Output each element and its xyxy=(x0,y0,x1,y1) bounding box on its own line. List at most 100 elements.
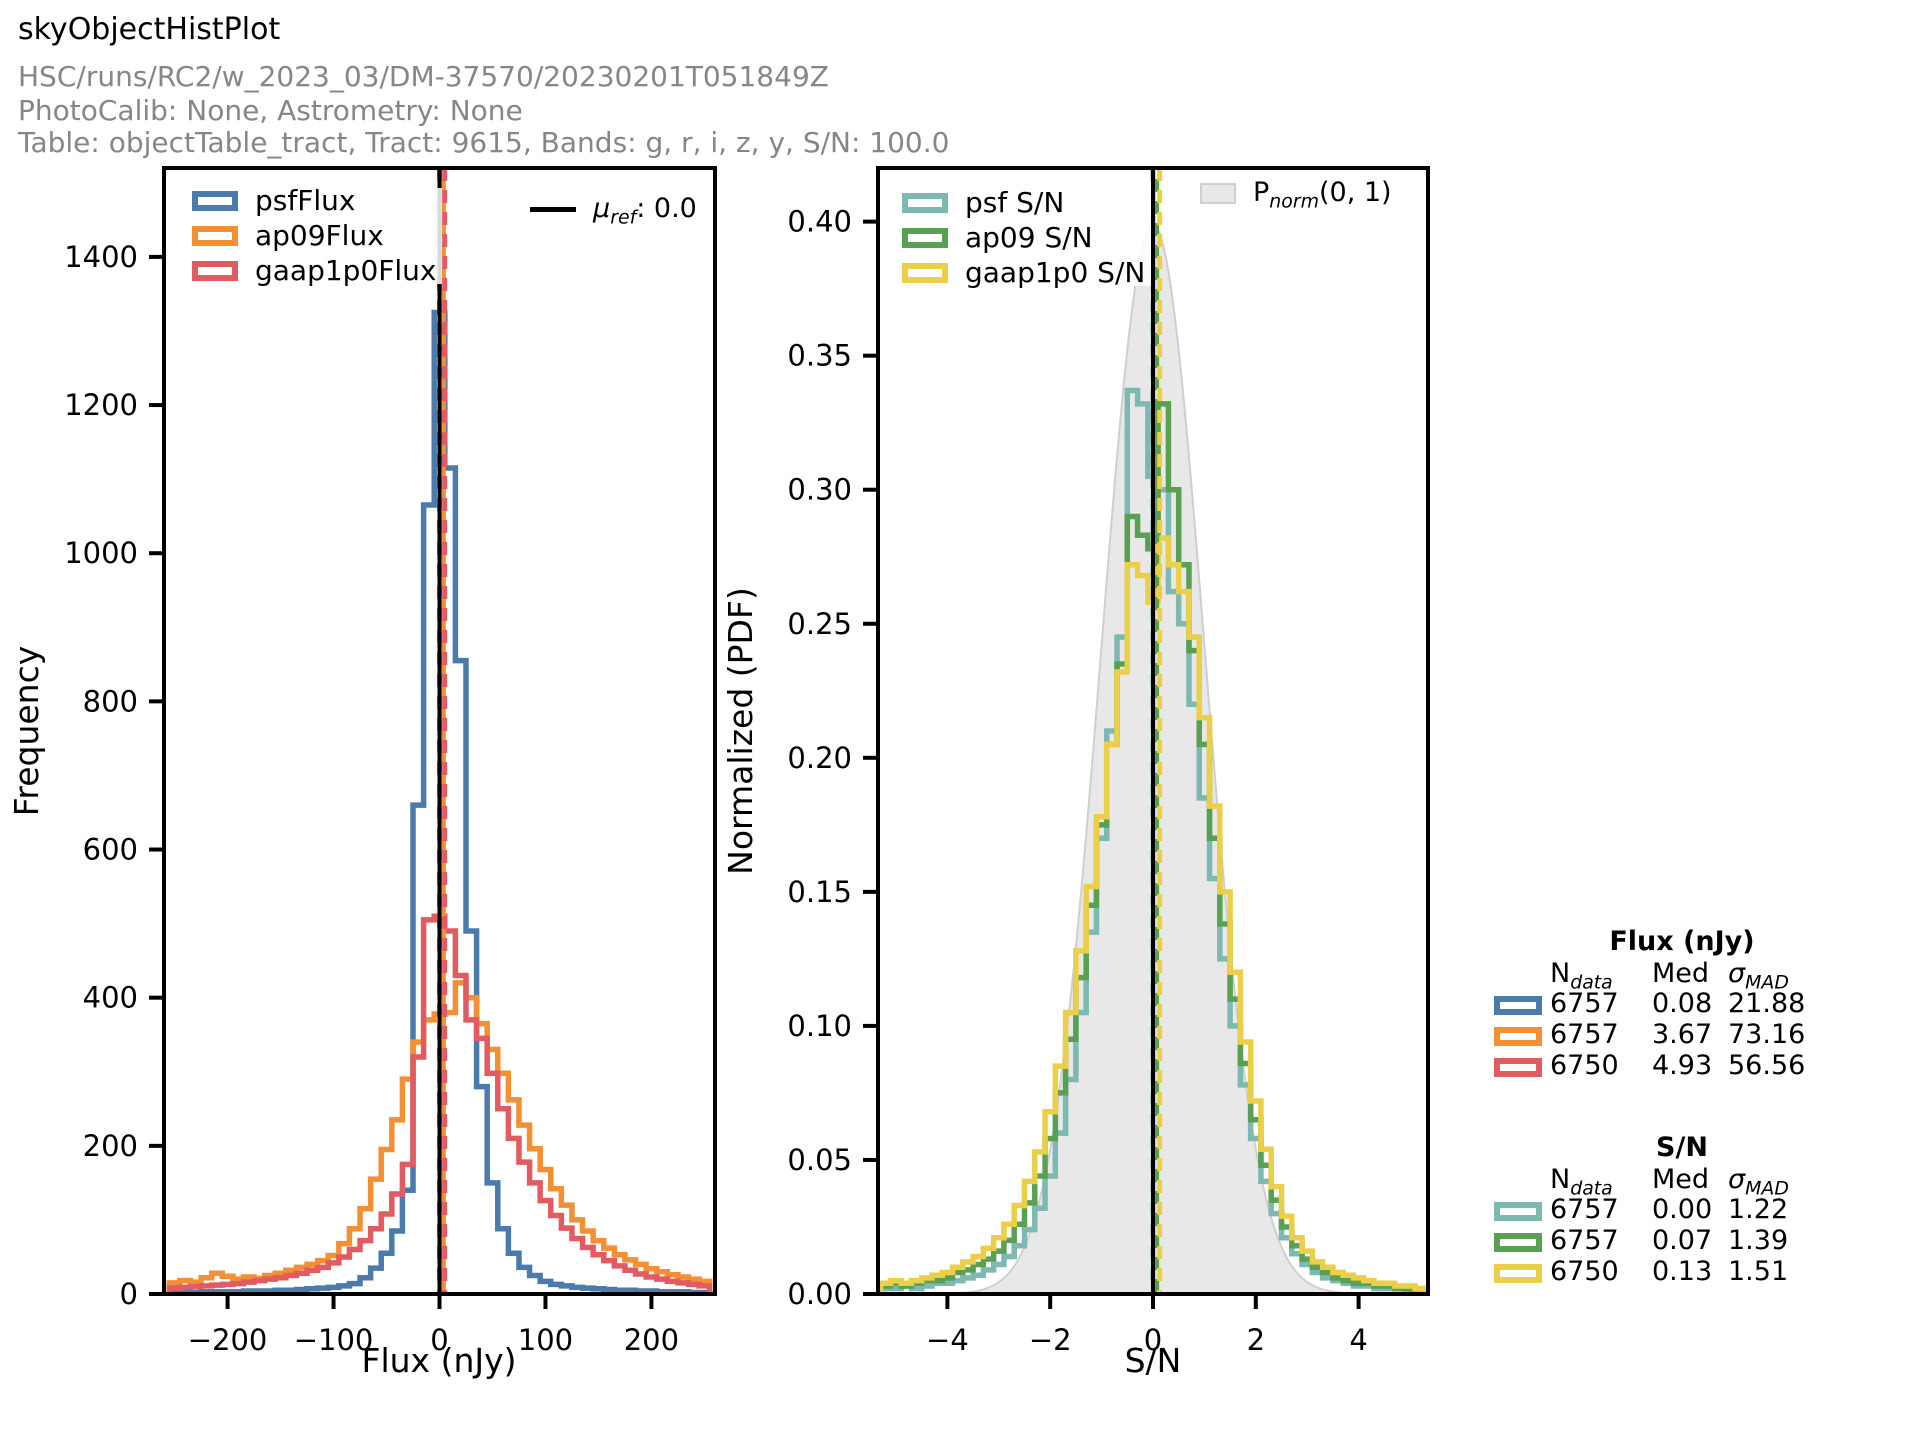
muref-label: μref: 0.0 xyxy=(593,193,697,229)
med-value: 0.08 xyxy=(1652,988,1713,1019)
x-tick-label: −4 xyxy=(926,1323,969,1357)
sigma-mad-header: σMAD xyxy=(1728,958,1789,994)
sigma-mad-header: σMAD xyxy=(1728,1164,1789,1200)
y-tick-label: 1400 xyxy=(64,240,138,274)
y-tick-label: 200 xyxy=(83,1129,138,1163)
flux-stats-title: Flux (nJy) xyxy=(1609,926,1755,957)
flux-stats-header: Ndata Med σMAD xyxy=(1492,958,1852,994)
x-tick-label: 0 xyxy=(430,1323,448,1357)
sn-stats-title: S/N xyxy=(1656,1132,1708,1163)
psfflux-swatch-icon xyxy=(1494,996,1542,1015)
y-tick-label: 0.35 xyxy=(787,339,852,373)
legend-item-ap09-sn: ap09 S/N xyxy=(902,221,1145,254)
y-axis-label: Normalized (PDF) xyxy=(721,587,760,875)
ap09-sn-swatch-icon xyxy=(1494,1233,1542,1252)
y-tick-label: 800 xyxy=(83,684,138,718)
x-axis-label: Flux (nJy) xyxy=(361,1341,516,1380)
table-row: 6757 3.67 73.16 xyxy=(1492,1019,1852,1050)
table-row: 6757 0.07 1.39 xyxy=(1492,1225,1852,1256)
pnorm-legend: Pnorm(0, 1) xyxy=(1198,177,1398,213)
legend-item-gaap1p0-sn: gaap1p0 S/N xyxy=(902,256,1146,289)
sigma-mad-value: 1.51 xyxy=(1728,1256,1789,1287)
med-value: 0.13 xyxy=(1652,1256,1713,1287)
legend-item-gaap1p0flux: gaap1p0Flux xyxy=(192,254,437,287)
table-info: Table: objectTable_tract, Tract: 9615, B… xyxy=(18,126,950,159)
ndata-header: Ndata xyxy=(1550,958,1613,994)
legend-item-psf-sn: psf S/N xyxy=(902,186,1145,219)
legend-label: ap09Flux xyxy=(255,219,384,252)
pnorm-label: Pnorm(0, 1) xyxy=(1253,177,1392,213)
panel: −4 −2 0 2 4 0.00 0.05 0.10 0.15 0.20 0.25 0.30 0.35 0… xyxy=(721,166,1430,1380)
y-axis-label: Frequency xyxy=(7,646,46,816)
sigma-mad-value: 73.16 xyxy=(1728,1019,1806,1050)
calib-info: PhotoCalib: None, Astrometry: None xyxy=(18,94,523,127)
sigma-mad-value: 1.22 xyxy=(1728,1194,1789,1225)
gaap1p0flux-swatch-icon xyxy=(1494,1058,1542,1077)
table-row: 6750 0.13 1.51 xyxy=(1492,1256,1852,1287)
ap09flux-swatch-icon xyxy=(192,226,238,246)
gaap1p0flux-swatch-icon xyxy=(192,261,238,281)
ndata-value: 6757 xyxy=(1550,1225,1619,1256)
page-title: skyObjectHistPlot xyxy=(18,12,281,47)
ap09flux-swatch-icon xyxy=(1494,1027,1542,1046)
x-tick-label: −2 xyxy=(1029,1323,1072,1357)
run-path: HSC/runs/RC2/w_2023_03/DM-37570/20230201… xyxy=(18,60,829,93)
med-value: 3.67 xyxy=(1652,1019,1713,1050)
pnorm-patch-icon xyxy=(1200,182,1236,204)
med-value: 4.93 xyxy=(1652,1050,1713,1081)
med-header: Med xyxy=(1652,958,1710,989)
flux-legend: psfFlux ap09Flux gaap1p0Flux xyxy=(190,184,443,287)
table-row: 6750 4.93 56.56 xyxy=(1492,1050,1852,1081)
y-tick-label: 0.05 xyxy=(787,1143,852,1177)
y-tick-label: 0.15 xyxy=(787,875,852,909)
psfflux-swatch-icon xyxy=(192,191,238,211)
gaap1p0-sn-swatch-icon xyxy=(1494,1264,1542,1283)
legend-label: psfFlux xyxy=(255,184,356,217)
x-tick-label: 0 xyxy=(1144,1323,1162,1357)
y-tick-label: 400 xyxy=(83,981,138,1015)
x-tick-label: 200 xyxy=(624,1323,679,1357)
x-tick-label: 4 xyxy=(1349,1323,1367,1357)
y-tick-label: 0 xyxy=(120,1277,138,1311)
med-value: 0.00 xyxy=(1652,1194,1713,1225)
panel: −200 −100 0 100 200 0 200 400 600 800 1000 1200 1400… xyxy=(7,166,717,1380)
x-tick-label: −200 xyxy=(188,1323,268,1357)
y-tick-label: 1000 xyxy=(64,536,138,570)
sn-legend: psf S/N ap09 S/N gaap1p0 S/N xyxy=(900,186,1152,289)
legend-item-pnorm: Pnorm(0, 1) xyxy=(1200,177,1392,213)
x-tick-label: 100 xyxy=(518,1323,573,1357)
muref-legend: μref: 0.0 xyxy=(528,193,703,229)
legend-label: psf S/N xyxy=(965,186,1065,219)
legend-item-ap09flux: ap09Flux xyxy=(192,219,436,252)
ndata-value: 6757 xyxy=(1550,1194,1619,1225)
ndata-header: Ndata xyxy=(1550,1164,1613,1200)
sigma-mad-value: 56.56 xyxy=(1728,1050,1806,1081)
legend-label: gaap1p0 S/N xyxy=(965,256,1146,289)
y-tick-label: 0.30 xyxy=(787,473,852,507)
y-tick-label: 600 xyxy=(83,833,138,867)
x-tick-label: 2 xyxy=(1247,1323,1265,1357)
x-axis-label: S/N xyxy=(1125,1341,1182,1380)
y-tick-label: 0.00 xyxy=(787,1277,852,1311)
gaap1p0-s-n-histogram xyxy=(877,535,1429,1294)
ndata-value: 6757 xyxy=(1550,1019,1619,1050)
legend-label: ap09 S/N xyxy=(965,221,1093,254)
ap09-sn-swatch-icon xyxy=(902,228,948,248)
ndata-value: 6750 xyxy=(1550,1050,1619,1081)
y-tick-label: 0.40 xyxy=(787,205,852,239)
legend-label: gaap1p0Flux xyxy=(255,254,437,287)
sigma-mad-value: 21.88 xyxy=(1728,988,1806,1019)
ndata-value: 6750 xyxy=(1550,1256,1619,1287)
ndata-value: 6757 xyxy=(1550,988,1619,1019)
x-tick-label: −100 xyxy=(294,1323,374,1357)
sigma-mad-value: 1.39 xyxy=(1728,1225,1789,1256)
psf-sn-swatch-icon xyxy=(902,193,948,213)
y-tick-label: 0.10 xyxy=(787,1009,852,1043)
sn-stats-header: Ndata Med σMAD xyxy=(1492,1164,1852,1200)
table-row: 6757 0.08 21.88 xyxy=(1492,988,1852,1019)
muref-line-icon xyxy=(530,206,576,212)
psf-sn-swatch-icon xyxy=(1494,1202,1542,1221)
stats-table: Flux (nJy) Ndata Med σMAD 6757 0.08 21.8… xyxy=(1492,926,1852,1296)
